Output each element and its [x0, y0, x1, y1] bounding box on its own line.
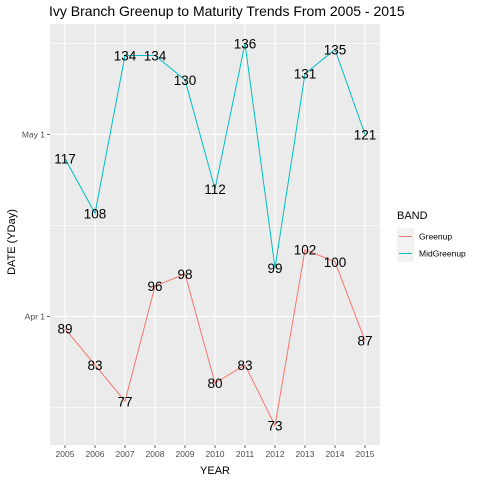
x-tick-label: 2005 [56, 449, 75, 459]
x-tick-label: 2006 [86, 449, 105, 459]
x-tick-label: 2011 [236, 449, 255, 459]
x-tick-label: 2010 [206, 449, 225, 459]
legend: BAND Greenup MidGreenup [397, 210, 466, 262]
data-label-midgreenup: 117 [54, 152, 76, 167]
data-label-greenup: 102 [294, 243, 317, 258]
data-label-greenup: 73 [267, 419, 282, 434]
data-label-midgreenup: 134 [144, 49, 167, 64]
chart-title: Ivy Branch Greenup to Maturity Trends Fr… [49, 3, 405, 19]
data-label-greenup: 87 [357, 334, 372, 349]
y-tick-label: May 1 [22, 129, 45, 139]
data-label-greenup: 89 [57, 322, 72, 337]
data-label-midgreenup: 108 [84, 206, 107, 221]
legend-title: BAND [397, 210, 428, 222]
x-tick-label: 2008 [146, 449, 165, 459]
data-label-midgreenup: 130 [174, 73, 197, 88]
data-label-greenup: 96 [147, 279, 162, 294]
data-label-greenup: 98 [177, 267, 192, 282]
data-label-midgreenup: 112 [204, 182, 226, 197]
data-label-greenup: 100 [324, 255, 347, 270]
data-label-greenup: 77 [117, 394, 132, 409]
data-label-greenup: 80 [207, 376, 222, 391]
data-label-greenup: 83 [237, 358, 252, 373]
x-tick-label: 2015 [356, 449, 375, 459]
x-tick-label: 2009 [176, 449, 195, 459]
data-label-greenup: 83 [87, 358, 102, 373]
data-label-midgreenup: 135 [324, 42, 347, 57]
y-axis-title: DATE (YDay) [6, 209, 18, 275]
data-label-midgreenup: 121 [354, 127, 377, 142]
x-tick-label: 2014 [326, 449, 345, 459]
x-tick-label: 2012 [266, 449, 285, 459]
x-axis-title: YEAR [200, 465, 230, 477]
y-tick-label: Apr 1 [25, 311, 46, 321]
x-tick-label: 2007 [116, 449, 135, 459]
data-label-midgreenup: 99 [267, 261, 282, 276]
data-label-midgreenup: 131 [294, 67, 317, 82]
data-label-midgreenup: 136 [234, 36, 257, 51]
legend-label-greenup: Greenup [419, 232, 452, 242]
x-tick-label: 2013 [296, 449, 315, 459]
data-label-midgreenup: 134 [114, 49, 137, 64]
legend-label-midgreenup: MidGreenup [419, 249, 466, 259]
